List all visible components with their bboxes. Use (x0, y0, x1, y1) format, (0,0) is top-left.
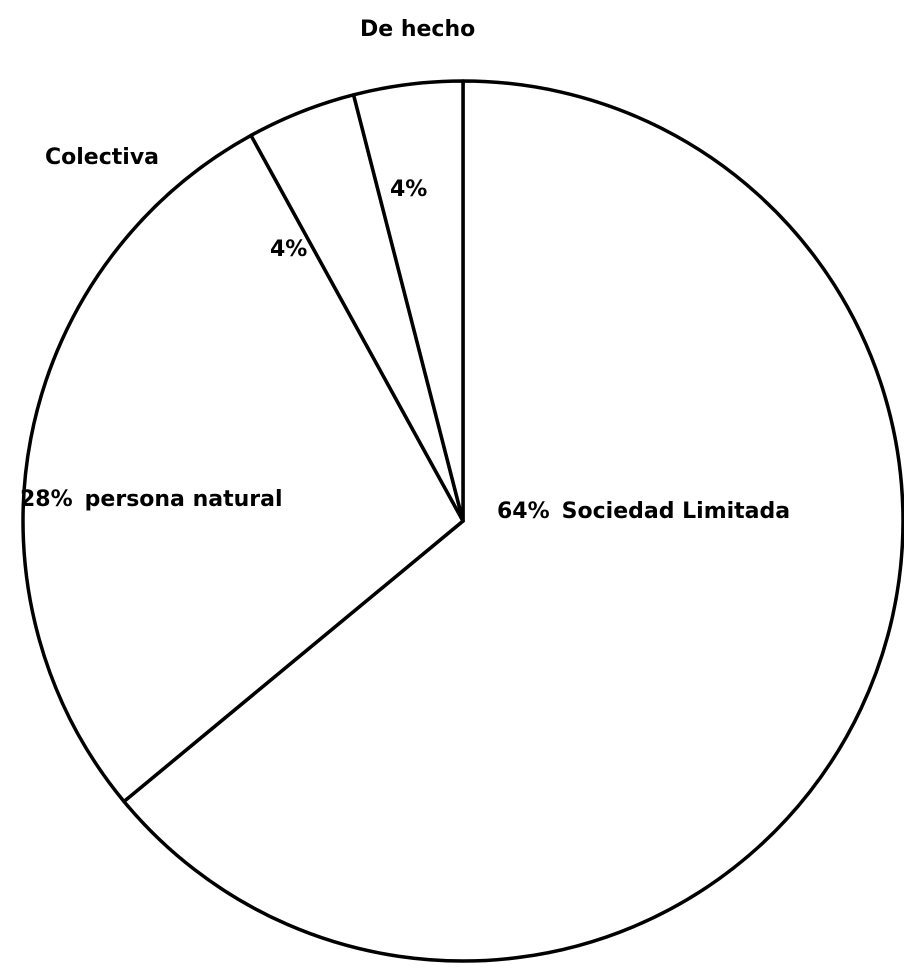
value-label: 4% (390, 177, 427, 202)
category-label: De hecho (360, 17, 475, 42)
value-label: 28% (20, 487, 73, 512)
pie-slice (122, 79, 904, 963)
category-label: persona natural (85, 487, 283, 512)
category-label: Sociedad Limitada (562, 499, 790, 524)
category-label: Colectiva (45, 145, 159, 170)
slice-label: 64% Sociedad Limitada (497, 499, 790, 524)
value-label: 4% (270, 237, 307, 262)
pie-slice (351, 79, 465, 523)
slice-label: 28% persona natural (20, 487, 283, 512)
value-label: 64% (497, 499, 550, 524)
pie-slice (21, 133, 465, 804)
